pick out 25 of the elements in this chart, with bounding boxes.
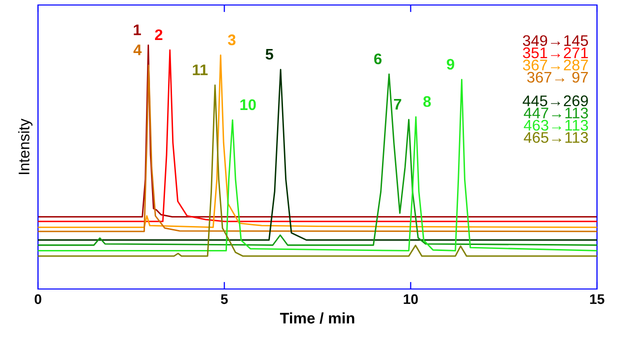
text: 367→ 97: [527, 72, 588, 83]
text: 351→271: [522, 47, 588, 58]
x-tick-label: 10: [404, 294, 418, 304]
text: 349→145: [522, 35, 588, 46]
x-tick-label: 0: [34, 294, 42, 304]
annotation: 10: [240, 99, 256, 110]
annotation: 8: [423, 96, 431, 107]
annotation: 5: [266, 48, 274, 60]
text: 465→113: [524, 132, 588, 143]
annotation: 9: [446, 58, 454, 70]
x-axis-title: Time / min: [280, 312, 354, 324]
text: 447→113: [524, 108, 588, 118]
x-tick-label: 15: [590, 294, 604, 304]
annotation: 2: [155, 29, 162, 40]
annotation: 4: [133, 44, 142, 56]
text: 463→113: [524, 120, 588, 131]
y-axis-title: Intensity: [18, 118, 32, 174]
annotation: 3: [228, 34, 236, 46]
annotation: 6: [374, 53, 382, 64]
annotation: 1: [134, 24, 141, 36]
annotation: 11: [192, 64, 208, 76]
text: 445→269: [522, 95, 588, 106]
x-tick-label: 5: [220, 294, 228, 304]
text: 367→287: [522, 60, 588, 70]
annotation: 7: [394, 98, 402, 110]
